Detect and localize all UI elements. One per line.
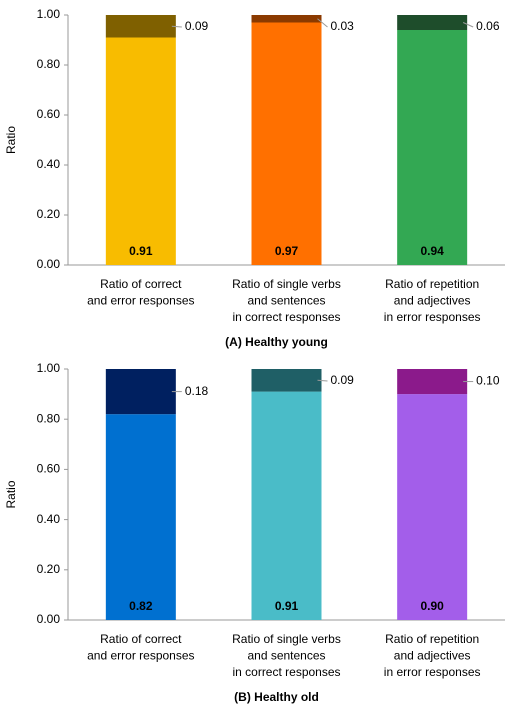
value-label: 0.03 [331, 19, 355, 33]
bar-segment [251, 22, 322, 265]
bar-segment [397, 369, 468, 395]
y-axis-label: Ratio [4, 126, 18, 154]
value-label: 0.10 [476, 374, 500, 388]
bar-segment [397, 394, 468, 620]
x-tick-label: Ratio of correct [100, 277, 182, 291]
value-label: 0.82 [129, 599, 153, 613]
x-tick-label: Ratio of repetition [385, 632, 479, 646]
x-tick-label: and error responses [87, 294, 194, 308]
y-tick-label: 1.00 [37, 7, 61, 21]
bar-segment [251, 369, 322, 392]
y-tick-label: 0.40 [37, 512, 61, 526]
y-tick-label: 0.80 [37, 411, 61, 425]
y-tick-label: 0.20 [37, 562, 61, 576]
y-tick-label: 0.60 [37, 107, 61, 121]
value-label: 0.09 [331, 373, 355, 387]
bar-segment [105, 369, 176, 415]
x-tick-label: Ratio of correct [100, 632, 182, 646]
value-label: 0.91 [275, 599, 299, 613]
leader-line [171, 25, 182, 28]
x-tick-label: in correct responses [232, 310, 340, 324]
value-label: 0.09 [185, 19, 209, 33]
bar-segment [251, 391, 322, 620]
bar-segment [397, 15, 468, 30]
x-tick-label: Ratio of repetition [385, 277, 479, 291]
y-tick-label: 1.00 [37, 361, 61, 375]
y-tick-label: 0.60 [37, 462, 61, 476]
leader-line [462, 22, 474, 28]
bar-segment [397, 30, 468, 265]
y-axis-label: Ratio [4, 480, 18, 508]
x-tick-label: and error responses [87, 649, 194, 663]
value-label: 0.18 [185, 384, 209, 398]
x-tick-label: and sentences [247, 294, 325, 308]
y-tick-label: 0.00 [37, 612, 61, 626]
bar-segment [105, 37, 176, 265]
bar-segment [105, 414, 176, 620]
value-label: 0.06 [476, 19, 500, 33]
x-tick-label: and adjectives [394, 649, 471, 663]
x-tick-label: and sentences [247, 649, 325, 663]
y-tick-label: 0.00 [37, 257, 61, 271]
leader-line [317, 18, 328, 28]
x-tick-label: and adjectives [394, 294, 471, 308]
chart-caption: (A) Healthy young [225, 335, 328, 349]
value-label: 0.91 [129, 244, 153, 258]
x-tick-label: in correct responses [232, 665, 340, 679]
leader-line [317, 379, 328, 382]
x-tick-label: in error responses [384, 310, 481, 324]
value-label: 0.97 [275, 244, 299, 258]
x-tick-label: Ratio of single verbs [232, 277, 341, 291]
y-tick-label: 0.80 [37, 57, 61, 71]
value-label: 0.90 [420, 599, 444, 613]
x-tick-label: in error responses [384, 665, 481, 679]
y-tick-label: 0.40 [37, 157, 61, 171]
y-tick-label: 0.20 [37, 207, 61, 221]
chart-caption: (B) Healthy old [234, 690, 319, 704]
value-label: 0.94 [420, 244, 444, 258]
bar-segment [105, 15, 176, 38]
bar-segment [251, 15, 322, 23]
x-tick-label: Ratio of single verbs [232, 632, 341, 646]
